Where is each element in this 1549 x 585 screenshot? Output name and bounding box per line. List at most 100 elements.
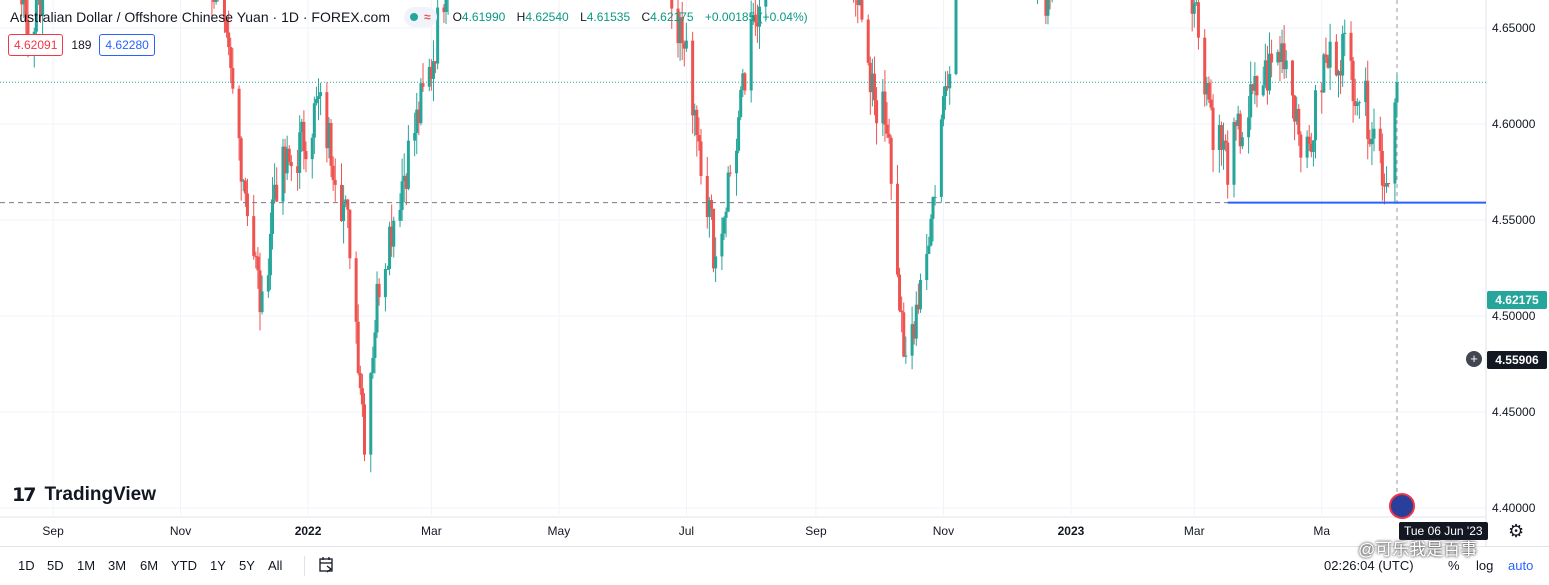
candle-body — [1232, 122, 1235, 185]
candle-body — [432, 61, 435, 79]
time-tick-label: Nov — [933, 524, 954, 538]
candle-body — [725, 212, 728, 218]
price-tick-label: 4.40000 — [1492, 501, 1536, 515]
candle-body — [1358, 102, 1361, 103]
candle-body — [313, 103, 316, 138]
candle-body — [737, 117, 740, 151]
price-tick-label: 4.60000 — [1492, 117, 1536, 131]
candle-body — [1308, 137, 1311, 144]
time-tick-label: Mar — [1184, 524, 1205, 538]
gear-icon[interactable]: ⚙ — [1508, 521, 1524, 542]
candle-body — [1207, 83, 1210, 100]
candle-body — [229, 47, 232, 68]
candle-body — [378, 284, 381, 297]
candle-body — [1387, 183, 1390, 184]
candle-body — [369, 373, 372, 455]
candle-body — [934, 197, 937, 198]
candle-body — [729, 173, 732, 174]
candle-body — [267, 275, 270, 291]
line-price-label: 4.55906 — [1487, 351, 1547, 369]
time-tick-label: 2023 — [1058, 524, 1085, 538]
candle-body — [1314, 90, 1317, 140]
utc-clock[interactable]: 02:26:04 (UTC) — [1324, 558, 1414, 573]
add-plus-icon[interactable]: + — [1466, 351, 1482, 367]
candle-body — [332, 166, 335, 180]
candle-body — [269, 234, 272, 275]
candle-body — [904, 356, 907, 357]
candle-body — [1270, 54, 1273, 63]
candle-body — [898, 275, 901, 311]
candle-body — [1285, 61, 1288, 70]
range-1d-button[interactable]: 1D — [18, 558, 35, 573]
candle-body — [942, 96, 945, 119]
percent-scale-toggle[interactable]: % — [1448, 558, 1460, 573]
candle-body — [311, 138, 314, 159]
range-all-button[interactable]: All — [268, 558, 282, 573]
candlestick-chart[interactable]: 4.900004.850004.800004.750004.700004.650… — [0, 0, 1549, 546]
tradingview-logo[interactable]: 17 TradingView — [12, 484, 156, 506]
candle-body — [1291, 61, 1294, 96]
candle-body — [319, 92, 322, 96]
candle-body — [238, 89, 241, 138]
candle-body — [290, 162, 293, 166]
price-tick-label: 4.55000 — [1492, 213, 1536, 227]
economic-event-flag-icon[interactable] — [1389, 493, 1415, 519]
candle-body — [886, 125, 889, 134]
candle-body — [697, 135, 700, 141]
candle-body — [373, 332, 376, 357]
candle-body — [1209, 100, 1212, 108]
candle-body — [1297, 109, 1300, 135]
candle-body — [330, 123, 333, 166]
candle-body — [720, 234, 723, 257]
candle-body — [915, 305, 918, 339]
candle-body — [1247, 117, 1250, 137]
candle-body — [261, 291, 264, 312]
candle-body — [246, 194, 249, 217]
candle-body — [334, 180, 337, 185]
candle-body — [873, 74, 876, 101]
candle-body — [685, 41, 688, 49]
candle-body — [256, 257, 259, 271]
candle-body — [215, 0, 218, 2]
candle-body — [1299, 135, 1302, 158]
candle-body — [359, 373, 362, 388]
candle-body — [1312, 140, 1315, 152]
candle-body — [401, 181, 404, 210]
watermark-text: @可乐我是百事 — [1358, 535, 1477, 560]
candle-body — [342, 204, 345, 221]
candle-body — [363, 404, 366, 454]
symbol-title[interactable]: Australian Dollar / Offshore Chinese Yua… — [10, 9, 390, 25]
auto-scale-toggle[interactable]: auto — [1508, 558, 1533, 573]
range-5d-button[interactable]: 5D — [47, 558, 64, 573]
candle-body — [413, 133, 416, 141]
range-ytd-button[interactable]: YTD — [171, 558, 197, 573]
price-tick-label: 4.45000 — [1492, 405, 1536, 419]
range-1m-button[interactable]: 1M — [77, 558, 95, 573]
candle-body — [932, 197, 935, 219]
candle-body — [1212, 108, 1215, 150]
candle-body — [240, 138, 243, 181]
candle-body — [710, 200, 713, 209]
candle-body — [722, 218, 725, 234]
candle-body — [371, 358, 374, 373]
sell-button[interactable]: 4.62091 — [8, 34, 63, 56]
candle-body — [750, 20, 753, 90]
candle-body — [1393, 102, 1396, 183]
range-3m-button[interactable]: 3M — [108, 558, 126, 573]
calendar-goto-icon[interactable] — [318, 556, 336, 574]
candle-body — [875, 100, 878, 123]
time-tick-label: Nov — [170, 524, 191, 538]
bottom-toolbar: 1D 5D 1M 3M 6M YTD 1Y 5Y All 02:26:04 (U… — [0, 546, 1549, 585]
range-1y-button[interactable]: 1Y — [210, 558, 226, 573]
range-6m-button[interactable]: 6M — [140, 558, 158, 573]
log-scale-toggle[interactable]: log — [1476, 558, 1493, 573]
candle-body — [1343, 33, 1346, 34]
buy-button[interactable]: 4.62280 — [99, 34, 154, 56]
range-5y-button[interactable]: 5Y — [239, 558, 255, 573]
candle-body — [346, 199, 349, 209]
time-tick-label: 2022 — [295, 524, 322, 538]
candle-body — [1396, 82, 1399, 102]
candle-body — [867, 20, 870, 63]
market-status-pill[interactable]: ≈ — [404, 7, 437, 27]
time-tick-label: Mar — [421, 524, 442, 538]
